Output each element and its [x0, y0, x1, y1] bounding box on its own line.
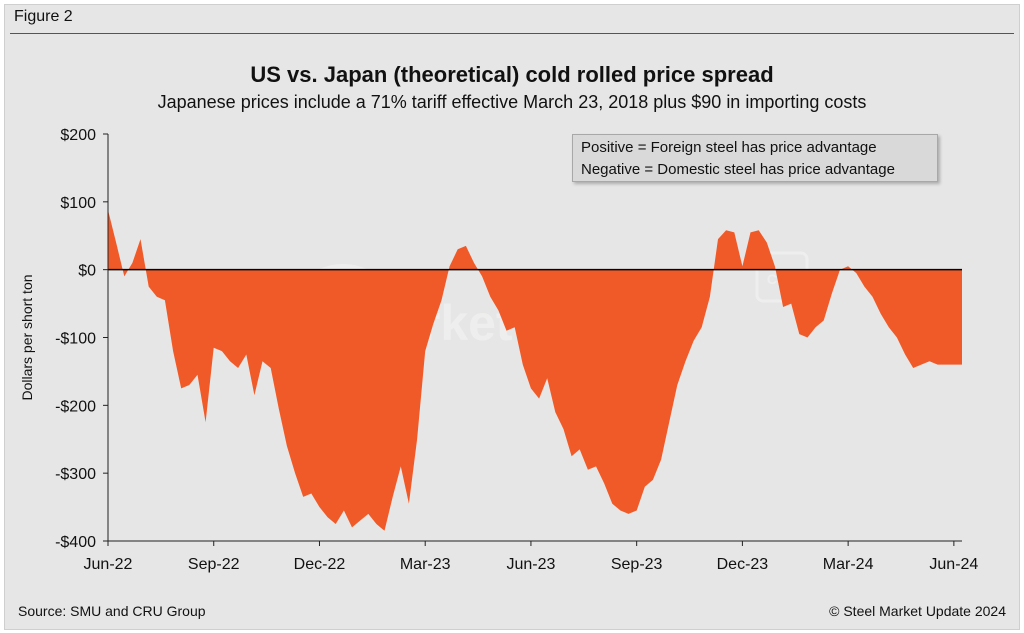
y-tick-label: $0 — [78, 263, 96, 280]
y-tick-label: $200 — [60, 127, 96, 144]
source-note: Source: SMU and CRU Group — [18, 603, 206, 619]
y-tick-label: -$100 — [55, 331, 96, 348]
y-tick-label: -$300 — [55, 466, 96, 483]
copyright-note: © Steel Market Update 2024 — [829, 603, 1006, 619]
x-tick-label: Jun-23 — [506, 556, 555, 573]
x-tick-label: Dec-22 — [294, 556, 346, 573]
x-tick-label: Sep-23 — [611, 556, 663, 573]
x-tick-label: Dec-23 — [717, 556, 769, 573]
x-tick-label: Mar-24 — [823, 556, 874, 573]
legend-negative: Negative = Domestic steel has price adva… — [581, 161, 895, 178]
legend-box: Positive = Foreign steel has price advan… — [572, 134, 938, 182]
chart-title: US vs. Japan (theoretical) cold rolled p… — [250, 62, 774, 87]
y-ticks: $200 $100 $0 -$100 -$200 -$300 -$400 — [55, 127, 108, 551]
x-tick-label: Mar-23 — [400, 556, 451, 573]
y-axis-label: Dollars per short ton — [19, 274, 35, 400]
x-tick-label: Jun-22 — [84, 556, 133, 573]
x-ticks: Jun-22 Sep-22 Dec-22 Mar-23 Jun-23 Sep-23 Dec-… — [84, 541, 978, 573]
y-tick-label: -$400 — [55, 534, 96, 551]
y-tick-label: $100 — [60, 195, 96, 212]
x-tick-label: Sep-22 — [188, 556, 240, 573]
header-rule — [10, 33, 1014, 34]
x-tick-label: Jun-24 — [929, 556, 978, 573]
legend-positive: Positive = Foreign steel has price advan… — [581, 139, 877, 156]
chart-subtitle: Japanese prices include a 71% tariff eff… — [157, 92, 867, 112]
figure-label: Figure 2 — [14, 8, 73, 25]
spread-area — [108, 210, 962, 531]
y-tick-label: -$200 — [55, 398, 96, 415]
